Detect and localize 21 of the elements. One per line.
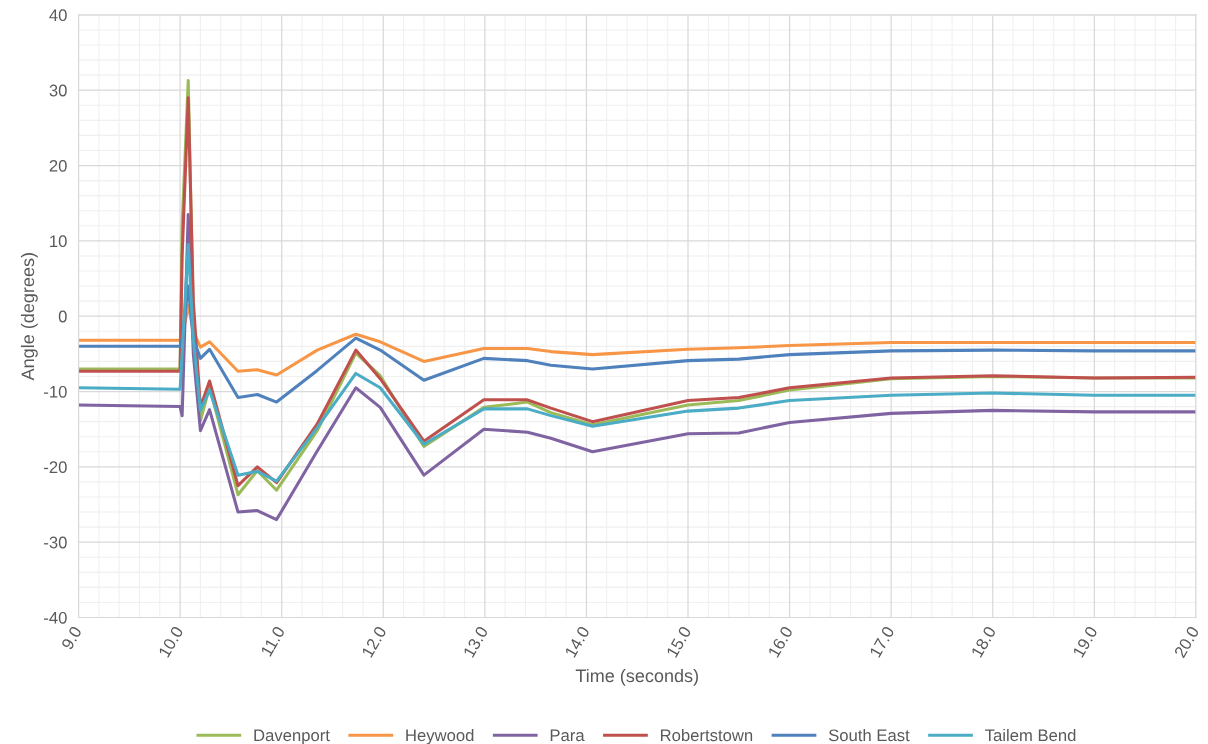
- legend-label: Robertstown: [660, 728, 753, 742]
- x-axis-title: Time (seconds): [575, 668, 698, 686]
- y-tick-label: 10: [50, 235, 67, 248]
- legend-label: South East: [828, 728, 910, 742]
- line-series: [78, 303, 1196, 377]
- y-axis-title: Angle (degrees): [20, 253, 38, 381]
- legend-label: Heywood: [406, 728, 474, 744]
- legend-label: Davenport: [254, 729, 330, 744]
- legend-label: Para: [550, 729, 585, 742]
- x-tick-label: 9.0: [60, 625, 83, 651]
- y-tick-label: 30: [49, 84, 67, 97]
- y-tick-label: -40: [44, 611, 67, 624]
- y-tick-label: -30: [44, 536, 67, 549]
- y-tick-label: 20: [49, 159, 67, 172]
- y-tick-label: 0: [58, 310, 67, 323]
- y-tick-label: -20: [44, 461, 67, 474]
- y-tick-label: -10: [44, 385, 67, 398]
- y-tick-label: 40: [49, 9, 67, 22]
- line-series: [78, 243, 1196, 483]
- legend-label: Tailem Bend: [985, 728, 1076, 742]
- line-series: [78, 284, 1196, 404]
